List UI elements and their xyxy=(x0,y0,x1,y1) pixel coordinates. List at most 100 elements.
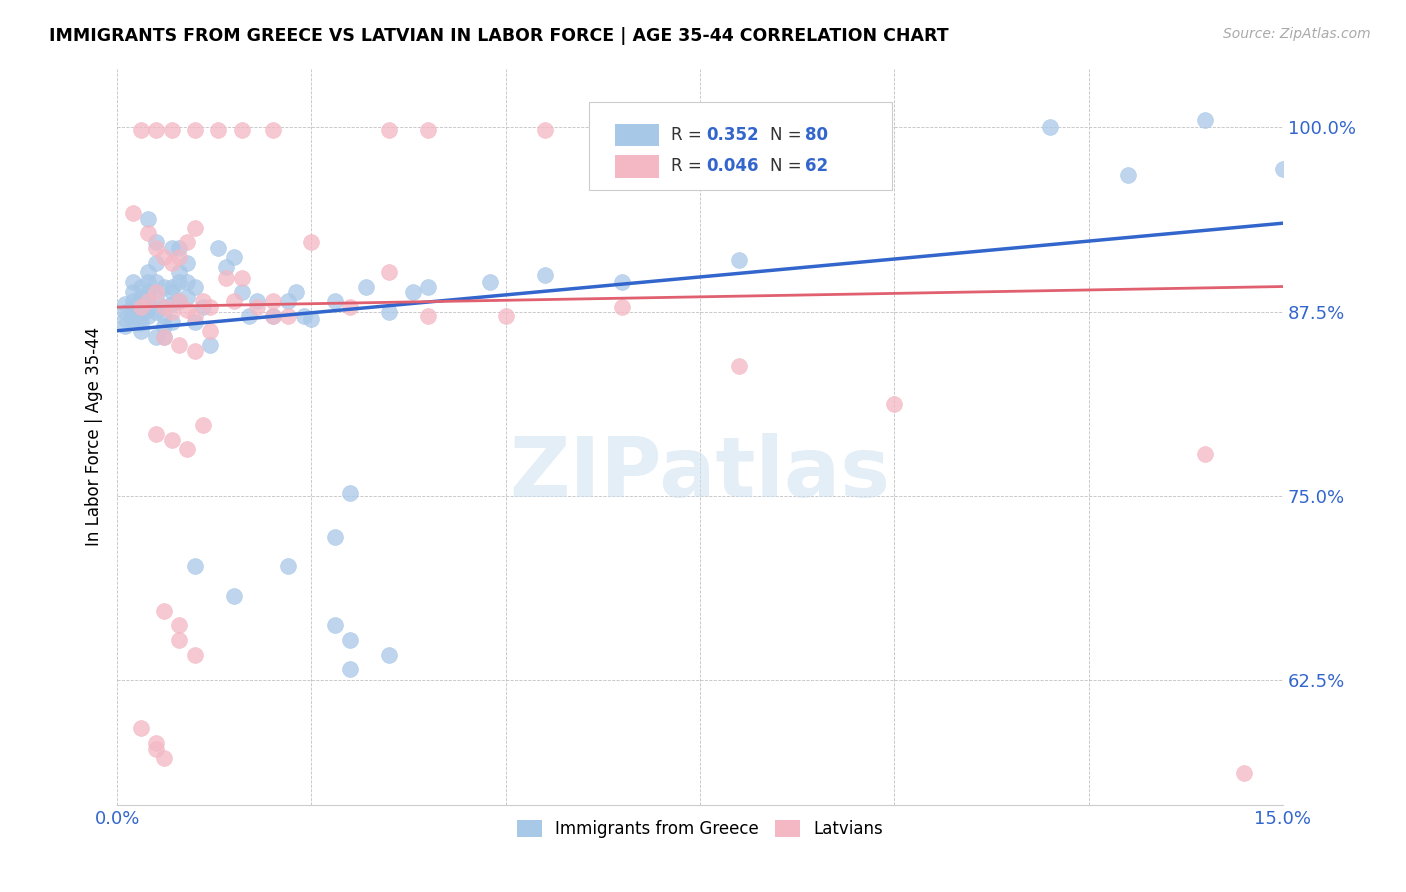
Point xyxy=(129,279,152,293)
Point xyxy=(184,123,207,137)
Point xyxy=(184,315,207,329)
Point xyxy=(728,359,751,373)
Point xyxy=(169,338,191,352)
Point xyxy=(114,319,136,334)
Point xyxy=(339,633,361,648)
Point xyxy=(114,312,136,326)
FancyBboxPatch shape xyxy=(589,102,893,190)
Point xyxy=(378,648,401,662)
Point xyxy=(191,294,214,309)
Point xyxy=(114,304,136,318)
Point xyxy=(339,485,361,500)
Point xyxy=(129,316,152,330)
Point xyxy=(169,241,191,255)
Point xyxy=(479,275,502,289)
Point xyxy=(323,294,346,309)
Point xyxy=(200,300,222,314)
Point xyxy=(169,294,191,309)
Point xyxy=(1194,447,1216,461)
Point xyxy=(153,319,176,334)
Point xyxy=(354,279,377,293)
Point xyxy=(533,123,555,137)
Point xyxy=(215,270,238,285)
Point xyxy=(728,252,751,267)
Point xyxy=(153,300,176,314)
Point xyxy=(121,294,143,309)
Point xyxy=(339,663,361,677)
Point xyxy=(184,559,207,574)
Point xyxy=(301,235,323,250)
Point xyxy=(277,309,299,323)
Point xyxy=(145,275,167,289)
Point xyxy=(136,294,159,309)
Y-axis label: In Labor Force | Age 35-44: In Labor Force | Age 35-44 xyxy=(86,327,103,546)
Point xyxy=(401,285,423,300)
Point xyxy=(176,303,198,318)
Point xyxy=(136,211,159,226)
Point xyxy=(145,241,167,255)
Point xyxy=(160,256,183,270)
Point xyxy=(650,123,672,137)
Point xyxy=(200,338,222,352)
Point xyxy=(262,309,284,323)
Point xyxy=(169,294,191,309)
Point xyxy=(153,300,176,314)
Point xyxy=(231,270,253,285)
Point xyxy=(238,309,260,323)
Point xyxy=(262,123,284,137)
Point xyxy=(121,309,143,323)
Point xyxy=(378,304,401,318)
Point xyxy=(169,633,191,648)
Point xyxy=(145,736,167,750)
Point xyxy=(169,275,191,289)
Point xyxy=(176,442,198,456)
Point xyxy=(207,241,229,255)
Point xyxy=(136,303,159,318)
Point xyxy=(222,589,245,603)
Point xyxy=(121,300,143,314)
Point xyxy=(160,297,183,311)
Point xyxy=(129,309,152,323)
Point xyxy=(246,294,269,309)
Point xyxy=(153,604,176,618)
Point xyxy=(129,297,152,311)
Point xyxy=(612,300,634,314)
Point xyxy=(378,123,401,137)
Point xyxy=(301,312,323,326)
Point xyxy=(169,250,191,264)
Point xyxy=(153,250,176,264)
Text: Source: ZipAtlas.com: Source: ZipAtlas.com xyxy=(1223,27,1371,41)
Point xyxy=(176,290,198,304)
Point xyxy=(114,297,136,311)
Text: R =: R = xyxy=(671,158,707,176)
Point xyxy=(160,433,183,447)
Point xyxy=(416,309,439,323)
Point xyxy=(184,648,207,662)
Point xyxy=(191,300,214,314)
Point xyxy=(145,123,167,137)
Point xyxy=(533,268,555,282)
Point xyxy=(160,123,183,137)
Point xyxy=(378,265,401,279)
Point xyxy=(136,309,159,323)
Point xyxy=(121,206,143,220)
Point xyxy=(339,300,361,314)
Point xyxy=(153,309,176,323)
Point xyxy=(145,235,167,250)
Text: 62: 62 xyxy=(806,158,828,176)
Point xyxy=(284,285,307,300)
Text: N =: N = xyxy=(770,158,807,176)
Point xyxy=(153,329,176,343)
Point xyxy=(883,397,905,411)
Point xyxy=(145,426,167,441)
Text: 0.352: 0.352 xyxy=(706,126,759,144)
Point xyxy=(145,329,167,343)
Point xyxy=(1116,168,1139,182)
Point xyxy=(169,265,191,279)
Text: R =: R = xyxy=(671,126,707,144)
Point xyxy=(160,285,183,300)
Legend: Immigrants from Greece, Latvians: Immigrants from Greece, Latvians xyxy=(510,813,890,845)
Point xyxy=(136,265,159,279)
Point xyxy=(231,123,253,137)
Point xyxy=(136,227,159,241)
